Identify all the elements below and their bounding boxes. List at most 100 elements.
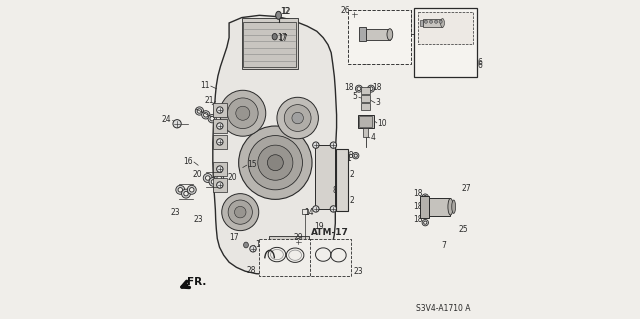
Text: 9: 9 xyxy=(391,29,396,38)
Circle shape xyxy=(424,208,427,211)
Text: 20: 20 xyxy=(193,170,202,179)
Bar xyxy=(362,87,371,94)
Circle shape xyxy=(239,126,312,199)
Text: 9: 9 xyxy=(393,42,397,51)
Circle shape xyxy=(429,20,433,23)
Circle shape xyxy=(204,174,212,182)
Text: 28: 28 xyxy=(246,266,256,275)
Circle shape xyxy=(435,20,438,23)
Text: 18: 18 xyxy=(413,189,422,198)
Bar xyxy=(358,115,374,128)
Text: 25: 25 xyxy=(459,225,468,234)
Text: 18: 18 xyxy=(372,83,382,92)
Text: 3: 3 xyxy=(376,98,380,107)
Circle shape xyxy=(202,111,210,119)
Circle shape xyxy=(178,188,182,192)
Text: 26: 26 xyxy=(348,10,358,19)
Bar xyxy=(243,22,296,67)
Circle shape xyxy=(355,85,362,92)
Text: 8: 8 xyxy=(332,186,337,195)
Circle shape xyxy=(217,182,223,188)
Text: 13: 13 xyxy=(255,241,265,249)
Circle shape xyxy=(424,20,428,23)
Circle shape xyxy=(234,206,246,218)
Bar xyxy=(213,119,227,133)
Bar xyxy=(359,116,372,127)
Bar xyxy=(336,149,348,211)
Text: 24: 24 xyxy=(161,115,171,124)
Text: 4: 4 xyxy=(371,133,375,142)
Text: 16: 16 xyxy=(183,157,193,166)
Text: 22: 22 xyxy=(319,247,328,256)
Text: 23: 23 xyxy=(171,208,180,217)
Circle shape xyxy=(424,221,427,224)
Circle shape xyxy=(228,200,252,224)
Text: 23: 23 xyxy=(272,266,282,275)
Text: 15: 15 xyxy=(247,160,257,169)
Circle shape xyxy=(313,206,319,212)
Circle shape xyxy=(268,155,284,171)
Text: 10: 10 xyxy=(378,119,387,128)
Ellipse shape xyxy=(387,29,393,40)
Text: 18: 18 xyxy=(344,151,354,160)
Ellipse shape xyxy=(276,11,282,19)
Bar xyxy=(213,162,227,176)
Circle shape xyxy=(439,20,442,23)
Circle shape xyxy=(236,106,250,120)
Text: 23: 23 xyxy=(316,267,326,276)
Text: 5: 5 xyxy=(352,92,357,101)
Circle shape xyxy=(357,87,361,91)
Circle shape xyxy=(197,109,202,113)
Circle shape xyxy=(367,85,374,92)
Bar xyxy=(310,239,351,276)
Bar xyxy=(362,103,371,110)
Text: 18: 18 xyxy=(413,215,422,224)
Text: 6: 6 xyxy=(477,61,483,70)
Bar xyxy=(213,135,227,149)
Circle shape xyxy=(424,196,427,199)
Circle shape xyxy=(248,136,303,190)
Circle shape xyxy=(250,246,256,252)
Bar xyxy=(414,8,477,77)
Circle shape xyxy=(313,142,319,148)
Text: S3V4-A1710 A: S3V4-A1710 A xyxy=(416,304,470,313)
Circle shape xyxy=(330,206,337,212)
Circle shape xyxy=(217,166,223,172)
Text: 14: 14 xyxy=(304,208,314,217)
Circle shape xyxy=(284,105,311,131)
Text: 23: 23 xyxy=(353,267,363,276)
Text: 19: 19 xyxy=(314,222,324,231)
Text: 17: 17 xyxy=(278,34,287,43)
Text: 18: 18 xyxy=(413,202,422,211)
Circle shape xyxy=(277,97,319,139)
Circle shape xyxy=(195,107,204,115)
Text: 23: 23 xyxy=(193,215,203,224)
Text: FR.: FR. xyxy=(187,277,206,287)
Circle shape xyxy=(422,219,428,226)
Circle shape xyxy=(354,154,357,157)
Text: 1: 1 xyxy=(346,154,351,163)
Bar xyxy=(316,145,335,209)
Circle shape xyxy=(217,107,223,113)
Circle shape xyxy=(217,139,223,145)
Bar xyxy=(242,18,298,69)
Circle shape xyxy=(208,115,216,123)
Ellipse shape xyxy=(440,19,444,27)
Circle shape xyxy=(204,113,208,117)
Bar xyxy=(420,20,422,26)
Text: 2: 2 xyxy=(349,170,354,179)
Bar xyxy=(420,196,429,218)
Circle shape xyxy=(217,176,221,180)
Circle shape xyxy=(369,87,373,91)
Circle shape xyxy=(209,177,218,186)
Circle shape xyxy=(221,194,259,231)
Bar xyxy=(348,10,412,64)
Circle shape xyxy=(422,207,428,213)
Polygon shape xyxy=(213,15,337,274)
Circle shape xyxy=(188,185,196,194)
Text: ATM-17: ATM-17 xyxy=(311,228,349,237)
Text: 27: 27 xyxy=(462,184,472,193)
Bar xyxy=(213,103,227,117)
Text: 26: 26 xyxy=(341,6,351,15)
Circle shape xyxy=(292,112,303,124)
